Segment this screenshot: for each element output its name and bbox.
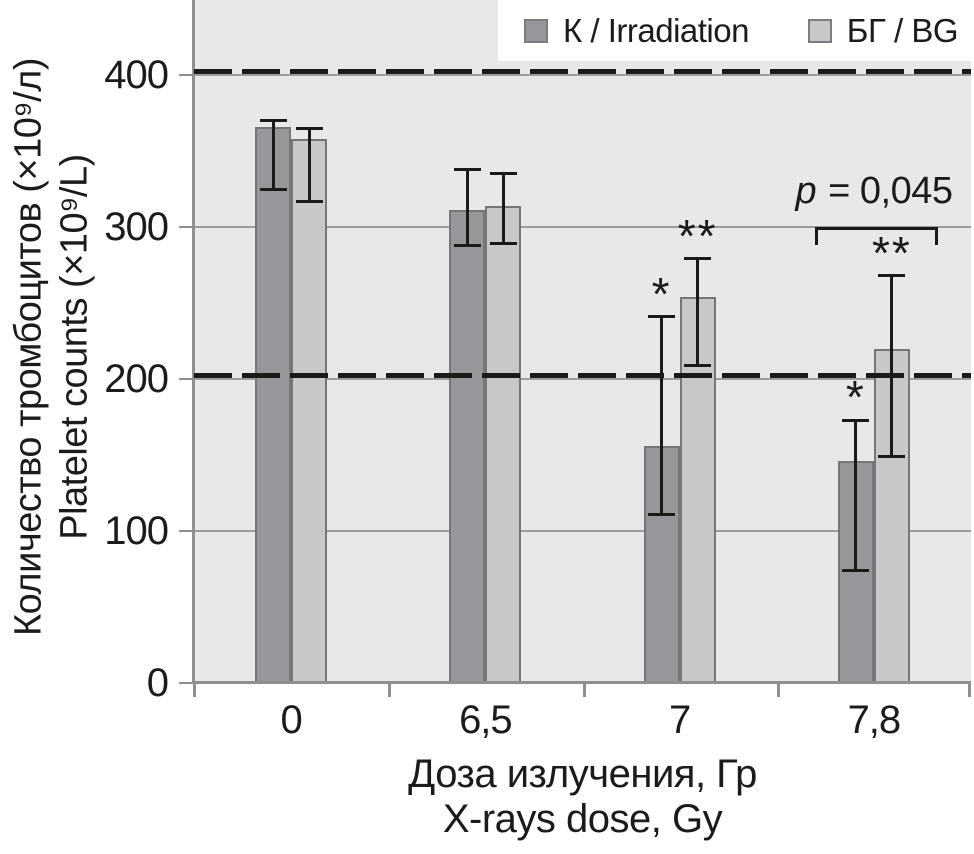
error-cap-top-0-3 [842,418,870,422]
gridline-200 [194,378,971,380]
bar-k-6,5 [449,210,486,684]
p-value-label: p = 0,045 [744,171,974,211]
error-cap-bottom-1-1 [489,242,517,246]
significance-asterisk-1-2: ** [677,209,718,262]
significance-bracket-top [814,227,938,230]
error-bar-0-0 [271,120,275,189]
p-value-symbol: p [795,170,817,212]
x-axis-line [192,681,971,684]
x-tick-4 [968,683,971,697]
y-axis-title: Количество тромбоцитов (×10⁹/л) Platelet… [6,6,98,689]
y-tick-200 [179,378,195,380]
significance-asterisk-0-2: * [651,267,672,320]
legend-swatch-bg-icon [807,18,832,43]
error-cap-bottom-1-3 [878,455,906,459]
gridline-100 [194,530,971,532]
y-tick-label-100: 100 [104,509,169,553]
y-tick-0 [179,682,195,684]
y-tick-label-200: 200 [104,357,169,401]
x-axis-title-english: X-rays dose, Gy [442,797,723,841]
error-cap-bottom-0-1 [453,243,481,247]
error-bar-0-1 [465,169,469,246]
error-cap-top-1-1 [489,172,517,176]
error-cap-bottom-0-3 [842,569,870,573]
legend-item-bg: БГ / BG [807,11,959,50]
y-axis-title-russian: Количество тромбоцитов (×10⁹/л) [7,58,50,637]
y-axis-line [192,0,195,684]
gridline-400 [194,74,971,76]
legend-swatch-irradiation-icon [524,18,548,43]
x-tick-1 [388,683,392,697]
error-cap-bottom-1-0 [295,199,323,203]
legend: К / Irradiation БГ / BG [498,0,974,61]
x-tick-label-7: 7 [669,698,691,742]
gridline-300 [194,226,971,228]
bar-k-0 [255,126,292,684]
reference-line-200 [194,373,971,378]
significance-bracket-right-end [934,227,938,245]
error-cap-bottom-1-2 [684,363,712,367]
y-tick-label-400: 400 [104,53,169,97]
significance-asterisk-1-3: ** [871,226,912,279]
error-bar-1-0 [307,128,311,202]
x-tick-2 [582,683,586,697]
bar-bg-7,8 [873,348,910,684]
error-cap-top-1-3 [878,274,906,278]
reference-line-400 [194,69,971,74]
error-cap-top-1-0 [295,126,323,130]
x-tick-0 [193,683,196,697]
error-bar-1-2 [696,258,700,366]
p-value-text: = 0,045 [818,170,953,212]
y-tick-400 [179,74,195,76]
y-tick-300 [179,226,195,228]
legend-label-irradiation: К / Irradiation [563,11,749,49]
error-cap-top-0-2 [648,315,676,319]
error-cap-top-0-0 [259,119,287,123]
error-bar-1-3 [890,275,894,457]
y-tick-label-0: 0 [146,661,169,705]
error-bar-0-2 [660,316,664,515]
bar-bg-0 [291,138,328,684]
y-tick-100 [179,530,195,532]
x-axis-title-russian: Доза излучения, Гр [408,752,757,796]
significance-asterisk-0-3: * [845,371,866,424]
x-axis-title: Доза излучения, Гр X-rays dose, Gy [194,752,971,842]
error-cap-bottom-0-2 [648,512,676,516]
x-tick-label-0: 0 [280,698,303,742]
error-cap-top-1-2 [684,257,712,261]
x-tick-3 [776,683,780,697]
legend-label-bg: БГ / BG [846,11,959,49]
y-axis-title-english: Platelet counts (×10⁹/L) [53,154,96,540]
error-cap-top-0-1 [453,167,481,171]
error-bar-1-1 [501,173,505,244]
legend-item-irradiation: К / Irradiation [524,12,749,50]
bar-bg-6,5 [485,205,522,684]
significance-bracket-left-end [814,227,818,245]
x-tick-label-7,8: 7,8 [847,698,902,742]
error-cap-bottom-0-0 [259,187,287,191]
y-tick-label-300: 300 [104,205,169,249]
error-bar-0-3 [854,420,858,571]
x-tick-label-6,5: 6,5 [459,698,513,742]
